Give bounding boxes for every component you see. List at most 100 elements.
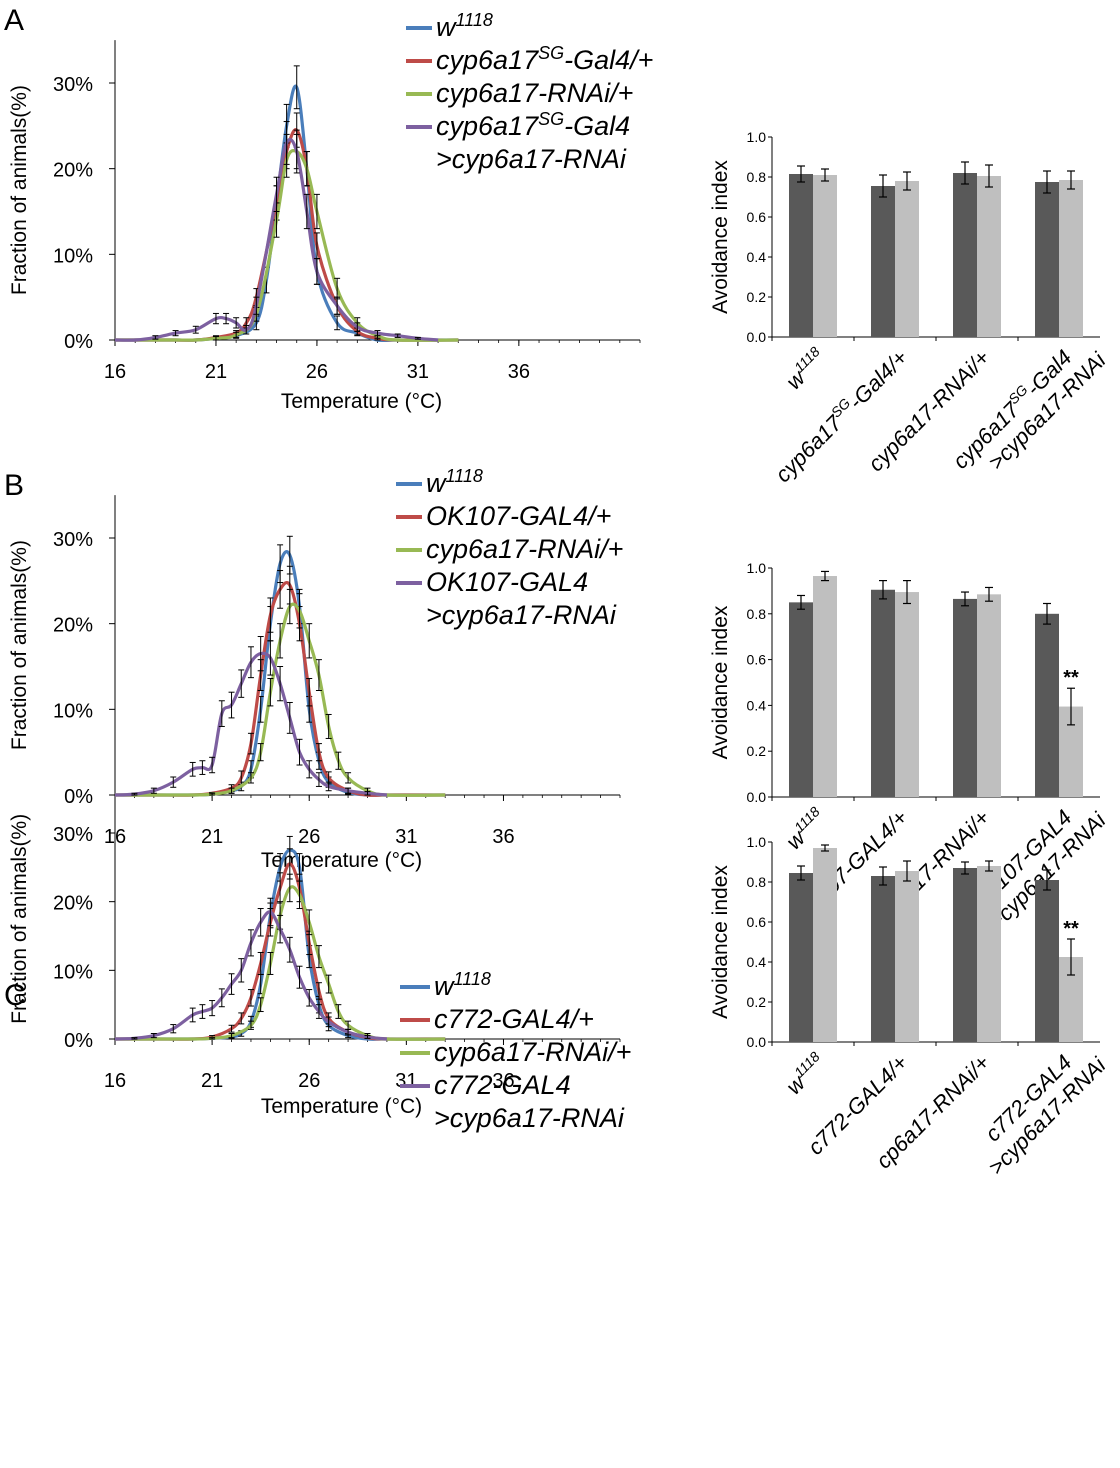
bar bbox=[895, 181, 919, 337]
y-tick-label: 0.6 bbox=[747, 209, 767, 225]
figure-root: A B C 0% 10% 20% 30% 16 21 26 31 36 Temperature (°C)… bbox=[4, 4, 1111, 1180]
bar bbox=[1035, 613, 1059, 797]
bar bbox=[789, 873, 813, 1042]
panel-label-B: B bbox=[4, 469, 24, 502]
x-tick-label: 16 bbox=[104, 361, 126, 383]
legend-entry-4: c772-GAL4 bbox=[434, 1070, 571, 1100]
bar bbox=[813, 576, 837, 797]
legend-entry-3: cyp6a17-RNAi/+ bbox=[434, 1037, 631, 1067]
y-tick-label: 20% bbox=[53, 893, 93, 915]
y-tick-label: 30% bbox=[53, 529, 93, 551]
series-line-4 bbox=[114, 910, 388, 1041]
legend-text: w bbox=[434, 971, 455, 1001]
y-axis-title: Fraction of animals(%) bbox=[8, 814, 31, 1024]
series-line-4 bbox=[114, 651, 388, 797]
bar bbox=[789, 602, 813, 797]
bar bbox=[953, 598, 977, 797]
x-tick-label: 21 bbox=[201, 1070, 223, 1092]
legend-text: OK107-GAL4 bbox=[426, 567, 588, 597]
bar bbox=[813, 175, 837, 337]
legend: w1118OK107-GAL4/+cyp6a17-RNAi/+OK107-GAL… bbox=[396, 466, 623, 630]
x-tick-label: 16 bbox=[104, 1070, 126, 1092]
category-label-text: -Gal4/+ bbox=[843, 345, 912, 414]
y-axis-title: Fraction of animals(%) bbox=[8, 540, 31, 750]
y-axis-title: Fraction of animals(%) bbox=[8, 85, 31, 295]
x-tick-label: 36 bbox=[492, 826, 514, 848]
x-tick-label: 26 bbox=[298, 826, 320, 848]
legend-text: >cyp6a17-RNAi bbox=[434, 1103, 625, 1133]
legend-superscript: 1118 bbox=[454, 969, 491, 989]
legend-entry-2: cyp6a17SG-Gal4/+ bbox=[436, 43, 653, 75]
legend: w1118 c772-GAL4/+cyp6a17-RNAi/+c772-GAL4>… bbox=[400, 969, 631, 1133]
bar bbox=[895, 592, 919, 797]
significance-marker: ** bbox=[1063, 667, 1079, 689]
x-tick-label: 31 bbox=[395, 1070, 417, 1092]
bar bbox=[953, 868, 977, 1042]
y-tick-label: 0% bbox=[64, 1030, 93, 1052]
category-label-1: w1118 bbox=[780, 343, 831, 394]
legend-text: >cyp6a17-RNAi bbox=[426, 600, 617, 630]
legend-entry-2: OK107-GAL4/+ bbox=[426, 501, 611, 531]
legend-entry-5: >cyp6a17-RNAi bbox=[426, 600, 617, 630]
x-axis-title: Temperature (°C) bbox=[281, 390, 442, 413]
legend-text: c772-GAL4/+ bbox=[434, 1004, 594, 1034]
x-tick-label: 31 bbox=[407, 361, 429, 383]
panel-label-A: A bbox=[4, 4, 24, 37]
y-tick-label: 20% bbox=[53, 160, 93, 182]
legend-superscript: SG bbox=[538, 109, 564, 129]
y-axis-title: Avoidance index bbox=[709, 865, 732, 1019]
bar bbox=[977, 176, 1001, 337]
x-tick-label: 21 bbox=[205, 361, 227, 383]
y-axis-title: Avoidance index bbox=[709, 160, 732, 314]
legend-entry-4: OK107-GAL4 bbox=[426, 567, 588, 597]
legend-text: w bbox=[436, 12, 457, 42]
legend-entry-2: c772-GAL4/+ bbox=[434, 1004, 594, 1034]
y-tick-label: 0.8 bbox=[747, 169, 767, 185]
legend-entry-3: cyp6a17-RNAi/+ bbox=[436, 78, 633, 108]
y-tick-label: 1.0 bbox=[747, 129, 767, 145]
y-tick-label: 30% bbox=[53, 74, 93, 96]
y-tick-label: 0.2 bbox=[747, 743, 767, 759]
legend-text: cyp6a17 bbox=[436, 111, 539, 141]
y-tick-label: 0.4 bbox=[747, 249, 767, 265]
x-axis-title: Temperature (°C) bbox=[261, 849, 422, 872]
legend-entry-3: cyp6a17-RNAi/+ bbox=[426, 534, 623, 564]
y-tick-label: 0.8 bbox=[747, 874, 767, 890]
series-line-4 bbox=[114, 137, 439, 342]
bar bbox=[1059, 180, 1083, 337]
y-tick-label: 0% bbox=[64, 786, 93, 808]
bar bbox=[895, 871, 919, 1042]
category-label-text: cyp6a17 bbox=[770, 410, 847, 487]
y-tick-label: 0.0 bbox=[747, 789, 767, 805]
line-chart-panel-C: 0% 10% 20% 30% 16 21 26 31 36 Temperature (°C) Fra… bbox=[8, 798, 631, 1133]
y-tick-label: 0.4 bbox=[747, 954, 767, 970]
bar bbox=[813, 848, 837, 1042]
bar-chart-panel-C: 0.0 0.2 0.4 0.6 0.8 1.0 Avoidance index w1118 c7… bbox=[709, 834, 1111, 1180]
bar bbox=[1035, 182, 1059, 337]
x-tick-label: 21 bbox=[201, 826, 223, 848]
y-tick-label: 0.0 bbox=[747, 329, 767, 345]
bar-chart-panel-A: 0.0 0.2 0.4 0.6 0.8 1.0 Avoidance index w1118 cy… bbox=[709, 129, 1111, 487]
category-label-1: w1118 bbox=[780, 1048, 831, 1099]
y-tick-label: 0.8 bbox=[747, 606, 767, 622]
y-tick-label: 1.0 bbox=[747, 834, 767, 850]
legend-text: cyp6a17 bbox=[436, 45, 539, 75]
legend-superscript: SG bbox=[538, 43, 564, 63]
x-tick-label: 26 bbox=[298, 1070, 320, 1092]
y-tick-label: 0.6 bbox=[747, 914, 767, 930]
y-tick-label: 20% bbox=[53, 615, 93, 637]
bar bbox=[1035, 880, 1059, 1042]
bar bbox=[871, 186, 895, 337]
y-tick-label: 10% bbox=[53, 245, 93, 267]
legend: w1118cyp6a17SG-Gal4/+cyp6a17-RNAi/+cyp6a… bbox=[406, 10, 653, 174]
series-line-3 bbox=[115, 149, 459, 342]
legend-superscript: 1118 bbox=[446, 466, 483, 486]
significance-marker: ** bbox=[1063, 918, 1079, 940]
x-axis-title: Temperature (°C) bbox=[261, 1095, 422, 1118]
y-tick-label: 30% bbox=[53, 824, 93, 846]
legend-text: c772-GAL4 bbox=[434, 1070, 571, 1100]
panel-label-C: C bbox=[4, 979, 26, 1012]
legend-text-rest: -Gal4 bbox=[564, 111, 630, 141]
